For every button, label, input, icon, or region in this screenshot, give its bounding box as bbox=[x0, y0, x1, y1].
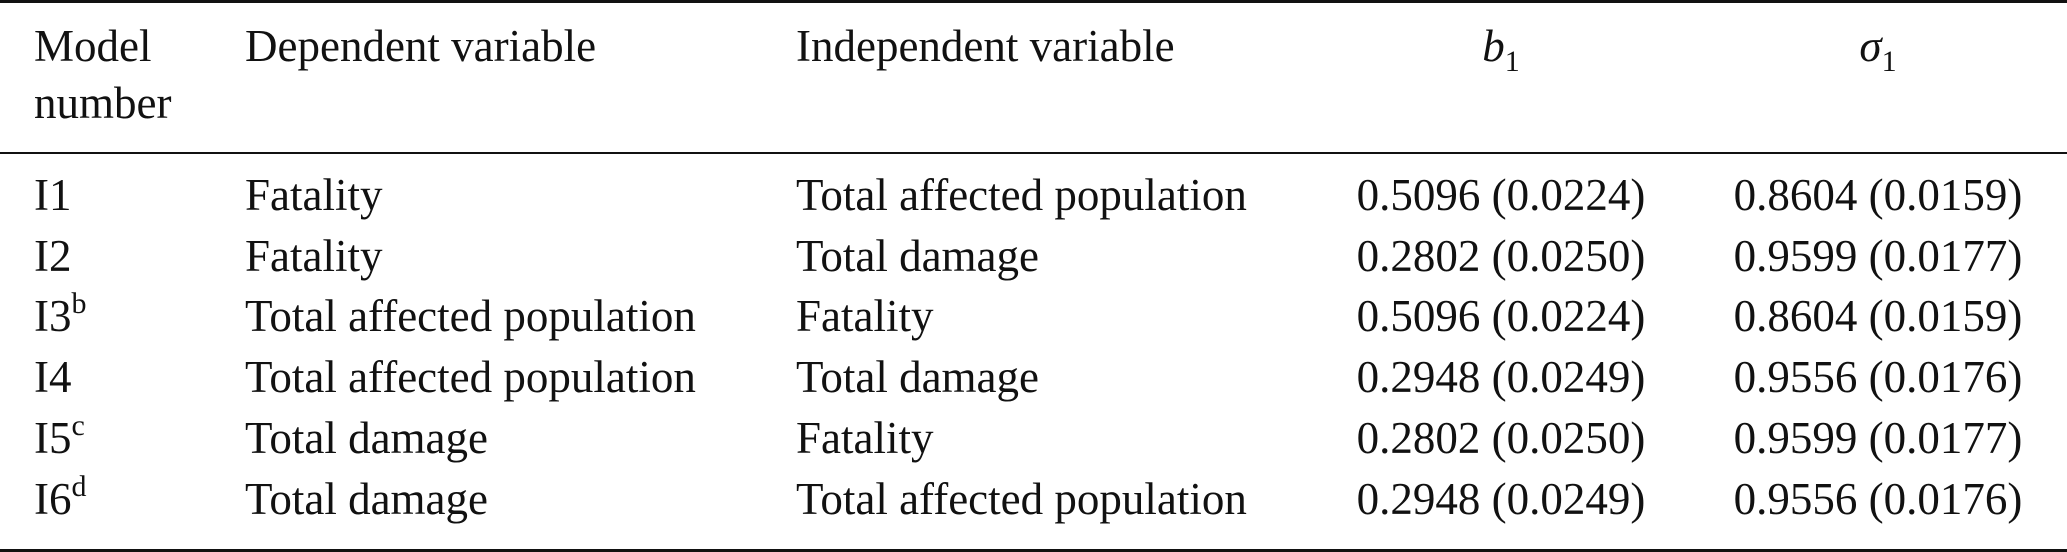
top-rule bbox=[0, 0, 2067, 3]
cell-model: I6d bbox=[34, 471, 87, 528]
model-id: I1 bbox=[34, 170, 72, 220]
header-model-number-line1: Model bbox=[34, 21, 152, 71]
cell-sigma1: 0.8604 (0.0159) bbox=[1733, 170, 2023, 220]
cell-sigma1: 0.9556 (0.0176) bbox=[1733, 352, 2023, 402]
cell-sigma1: 0.8604 (0.0159) bbox=[1733, 291, 2023, 341]
cell-independent: Total damage bbox=[796, 231, 1039, 281]
cell-b1: 0.2802 (0.0250) bbox=[1356, 413, 1646, 463]
cell-independent: Total affected population bbox=[796, 474, 1247, 524]
cell-dependent: Total affected population bbox=[245, 291, 696, 341]
model-id: I4 bbox=[34, 352, 72, 402]
header-independent-variable: Independent variable bbox=[796, 21, 1175, 71]
header-b1-subscript: 1 bbox=[1504, 45, 1520, 78]
model-id: I6 bbox=[34, 474, 72, 524]
model-id: I2 bbox=[34, 231, 72, 281]
header-sigma1-symbol: σ bbox=[1859, 21, 1882, 71]
cell-model: I3b bbox=[34, 288, 87, 345]
cell-model: I5c bbox=[34, 410, 85, 467]
cell-b1: 0.2802 (0.0250) bbox=[1356, 231, 1646, 281]
cell-dependent: Total affected population bbox=[245, 352, 696, 402]
header-sigma1-subscript: 1 bbox=[1881, 45, 1897, 78]
cell-model: I2 bbox=[34, 228, 72, 285]
header-b1: b1 bbox=[1346, 18, 1656, 78]
model-id: I5 bbox=[34, 413, 72, 463]
cell-independent: Total affected population bbox=[796, 170, 1247, 220]
footnote-marker: d bbox=[71, 470, 87, 503]
cell-b1: 0.2948 (0.0249) bbox=[1356, 352, 1646, 402]
cell-dependent: Total damage bbox=[245, 413, 488, 463]
cell-model: I4 bbox=[34, 349, 72, 406]
cell-dependent: Fatality bbox=[245, 231, 383, 281]
cell-model: I1 bbox=[34, 167, 72, 224]
model-id: I3 bbox=[34, 291, 72, 341]
header-dependent-variable: Dependent variable bbox=[245, 21, 597, 71]
cell-sigma1: 0.9599 (0.0177) bbox=[1733, 413, 2023, 463]
cell-sigma1: 0.9599 (0.0177) bbox=[1733, 231, 2023, 281]
header-b1-symbol: b bbox=[1482, 21, 1505, 71]
footnote-marker: b bbox=[71, 287, 87, 320]
cell-b1: 0.2948 (0.0249) bbox=[1356, 474, 1646, 524]
cell-dependent: Fatality bbox=[245, 170, 383, 220]
cell-b1: 0.5096 (0.0224) bbox=[1356, 170, 1646, 220]
header-sigma1: σ1 bbox=[1723, 18, 2033, 78]
cell-independent: Fatality bbox=[796, 291, 934, 341]
cell-sigma1: 0.9556 (0.0176) bbox=[1733, 474, 2023, 524]
header-model-number-line2: number bbox=[34, 78, 172, 128]
cell-dependent: Total damage bbox=[245, 474, 488, 524]
header-rule bbox=[0, 152, 2067, 154]
cell-independent: Total damage bbox=[796, 352, 1039, 402]
bottom-rule bbox=[0, 549, 2067, 552]
cell-independent: Fatality bbox=[796, 413, 934, 463]
header-model-number: Model number bbox=[34, 18, 171, 132]
footnote-marker: c bbox=[71, 409, 85, 442]
cell-b1: 0.5096 (0.0224) bbox=[1356, 291, 1646, 341]
